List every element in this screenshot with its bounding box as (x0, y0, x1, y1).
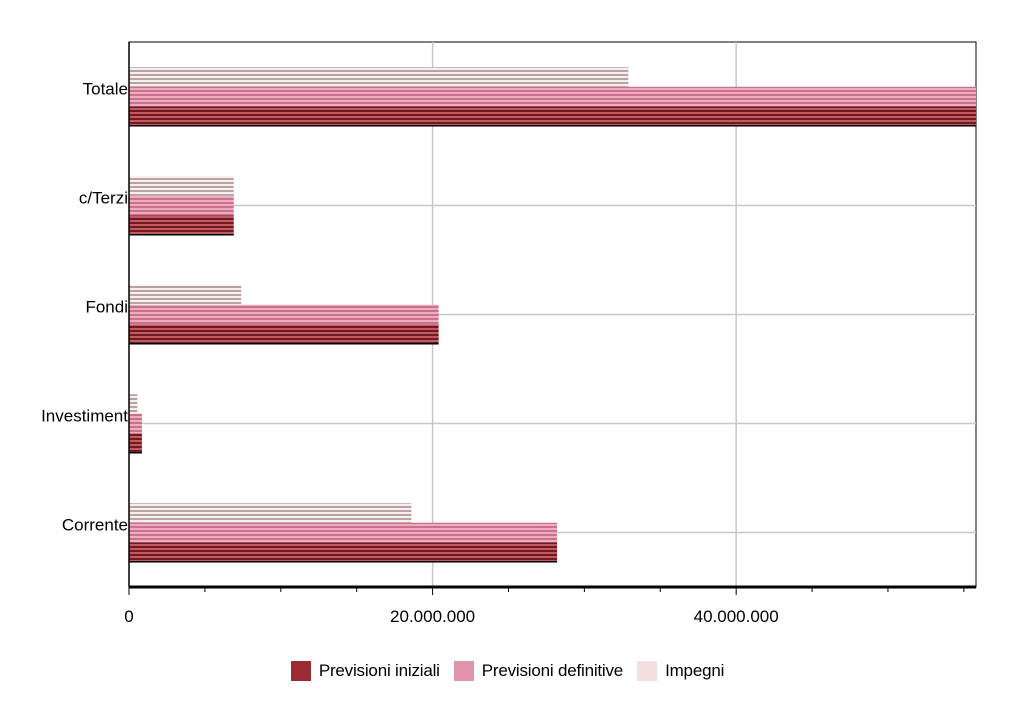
bar-corrente-series-0 (129, 542, 558, 562)
legend-item: Impegni (637, 661, 724, 681)
chart: Corrente Investiment Fondi c/Terzi Totale 0 2… (41, 41, 977, 626)
legend-swatch (290, 661, 311, 681)
bar-c-terzi-series-0 (129, 215, 234, 235)
x-tick-label: 20.000.000 (390, 607, 475, 626)
legend-swatch (637, 661, 658, 681)
bar-totale-series-2 (129, 67, 629, 87)
x-tick-label: 0 (124, 607, 133, 626)
bar-investiment-series-2 (129, 394, 138, 414)
bar-investiment-series-0 (129, 433, 142, 453)
bar-corrente-series-1 (129, 522, 558, 543)
bar-investiment-series-1 (129, 413, 142, 434)
legend-label: Previsioni iniziali (318, 661, 440, 680)
axes (128, 42, 976, 595)
bars (129, 67, 976, 563)
bar-totale-series-0 (129, 106, 976, 126)
category-label: c/Terzi (79, 189, 128, 208)
legend-label: Impegni (665, 661, 725, 680)
legend-label: Previsioni definitive (481, 661, 624, 680)
tick-labels: 0 20.000.000 40.000.000 (124, 607, 778, 626)
bar-totale-series-1 (129, 86, 976, 107)
legend-swatch (453, 661, 474, 681)
bar-fondi-series-1 (129, 304, 439, 325)
bar-fondi-series-2 (129, 285, 242, 305)
category-labels: Corrente Investiment Fondi c/Terzi Totale (41, 80, 128, 535)
category-label: Investiment (41, 407, 128, 426)
bar-c-terzi-series-1 (129, 195, 234, 216)
x-tick-label: 40.000.000 (694, 607, 779, 626)
bar-c-terzi-series-2 (129, 176, 234, 196)
legend-item: Previsioni iniziali (290, 661, 440, 681)
bar-corrente-series-2 (129, 503, 412, 523)
category-label: Totale (83, 80, 128, 99)
legend: Previsioni iniziali Previsioni definitive… (0, 656, 1015, 686)
legend-item: Previsioni definitive (453, 661, 624, 681)
bar-fondi-series-0 (129, 324, 439, 344)
category-label: Corrente (62, 516, 128, 535)
category-label: Fondi (85, 298, 128, 317)
